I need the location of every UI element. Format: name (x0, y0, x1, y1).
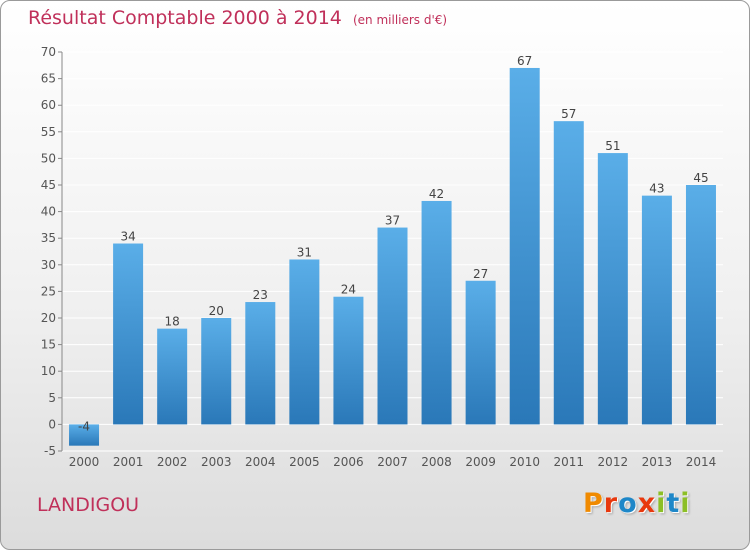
x-tick-label: 2007 (377, 455, 408, 469)
data-label: 57 (561, 107, 576, 121)
data-label: 20 (209, 304, 224, 318)
commune-name: LANDIGOU (37, 494, 140, 516)
y-tick-label: 20 (41, 311, 56, 325)
title-unit: (en milliers d'€) (352, 13, 448, 27)
data-label: 34 (120, 230, 135, 244)
logo-letter: i (656, 488, 667, 519)
x-tick-label: 2013 (642, 455, 673, 469)
bar-2007 (377, 227, 408, 425)
bar-2009 (465, 280, 496, 425)
x-tick-label: 2002 (157, 455, 188, 469)
logo-letter: o (618, 488, 638, 519)
y-tick-label: 15 (41, 338, 56, 352)
data-label: 45 (693, 171, 708, 185)
y-tick-label: 45 (41, 178, 56, 192)
x-tick-label: 2012 (598, 455, 629, 469)
data-label: 43 (649, 182, 664, 196)
y-tick-label: 0 (48, 417, 56, 431)
x-tick-label: 2004 (245, 455, 276, 469)
logo-letter: P (583, 488, 604, 519)
bar-2000 (69, 424, 100, 446)
y-tick-label: 65 (41, 72, 56, 86)
data-label: 31 (297, 245, 312, 259)
bar-2012 (597, 153, 628, 425)
bar-2013 (641, 195, 672, 425)
logo-letter: r (603, 488, 619, 519)
bar-2002 (157, 328, 188, 425)
chart-title: Résultat Comptable 2000 à 2014 (en milli… (28, 7, 447, 29)
data-label: 37 (385, 214, 400, 228)
bar-2014 (685, 185, 716, 425)
y-tick-label: 5 (48, 391, 56, 405)
bar-2010 (509, 67, 540, 425)
y-tick-label: 60 (41, 98, 56, 112)
data-label: 27 (473, 267, 488, 281)
data-label: 42 (429, 187, 444, 201)
data-label: -4 (78, 419, 90, 433)
y-tick-label: 40 (41, 205, 56, 219)
y-tick-label: 35 (41, 231, 56, 245)
x-tick-label: 2000 (69, 455, 100, 469)
x-tick-label: 2003 (201, 455, 232, 469)
x-tick-label: 2014 (686, 455, 717, 469)
data-label: 18 (165, 315, 180, 329)
bar-2005 (289, 259, 320, 425)
x-tick-label: 2009 (465, 455, 496, 469)
y-tick-label: 50 (41, 151, 56, 165)
y-tick-label: 25 (41, 284, 56, 298)
bar-2003 (201, 318, 232, 425)
logo-letter: t (666, 488, 681, 519)
x-tick-label: 2005 (289, 455, 320, 469)
bar-2006 (333, 296, 364, 425)
data-label: 23 (253, 288, 268, 302)
y-tick-label: 70 (41, 45, 56, 59)
y-tick-label: 55 (41, 125, 56, 139)
y-tick-label: -5 (44, 444, 56, 458)
data-label: 51 (605, 139, 620, 153)
y-tick-label: 30 (41, 258, 56, 272)
bar-2001 (113, 243, 144, 425)
logo-letter: x (637, 488, 657, 519)
bar-2011 (553, 121, 584, 425)
x-tick-label: 2008 (421, 455, 452, 469)
data-label: 67 (517, 54, 532, 68)
x-tick-label: 2006 (333, 455, 364, 469)
proxiti-logo[interactable]: Proxiti (583, 488, 691, 519)
bar-2004 (245, 302, 276, 425)
logo-letter: i (680, 488, 691, 519)
data-label: 24 (341, 283, 356, 297)
bar-2008 (421, 200, 452, 425)
title-main: Résultat Comptable 2000 à 2014 (28, 7, 342, 29)
y-tick-label: 10 (41, 364, 56, 378)
x-tick-label: 2011 (553, 455, 584, 469)
x-tick-label: 2010 (509, 455, 540, 469)
x-tick-label: 2001 (113, 455, 144, 469)
